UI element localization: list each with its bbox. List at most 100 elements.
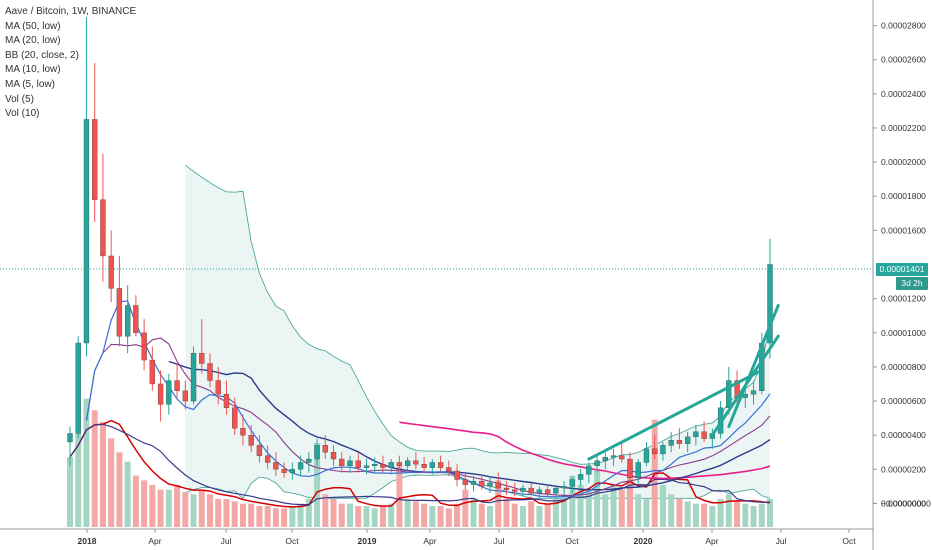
volume-bar — [207, 494, 213, 527]
candle-body — [701, 431, 707, 439]
price-tick-label: 0.00002800 — [881, 21, 926, 31]
time-tick-label: 2018 — [78, 536, 97, 546]
volume-bar — [379, 506, 386, 527]
candle-body — [347, 460, 353, 467]
volume-bar — [347, 503, 353, 527]
candle-body — [602, 457, 608, 461]
legend-ma10[interactable]: MA (10, low) — [5, 64, 61, 76]
volume-bar — [198, 489, 205, 527]
candle-body — [470, 481, 477, 485]
price-tick-label: 0.00000000 — [881, 498, 926, 508]
volume-bar — [215, 499, 222, 527]
volume-bar — [627, 466, 633, 527]
volume-bar — [396, 466, 403, 527]
volume-bar — [429, 506, 436, 527]
candle-body — [75, 342, 81, 434]
volume-bar — [363, 506, 370, 527]
volume-bar — [371, 508, 378, 527]
volume-bar — [330, 499, 337, 527]
volume-bar — [297, 503, 304, 527]
candle-body — [92, 119, 98, 200]
candle-body — [199, 353, 205, 364]
volume-bar — [231, 501, 238, 527]
time-tick-label: Oct — [842, 536, 856, 546]
volume-bars — [67, 398, 773, 527]
candle-body — [67, 433, 73, 443]
volume-bar — [561, 494, 568, 527]
time-axis[interactable]: 2018 Apr Jul Oct 2019 Apr Jul Oct 2020 Apr Jul Oct — [78, 529, 857, 546]
volume-bar — [643, 499, 650, 527]
volume-bar — [668, 494, 675, 527]
price-tick-label: −0.00000000 — [881, 498, 931, 508]
candle-body — [503, 487, 510, 490]
volume-bar — [264, 506, 271, 527]
candle-body — [264, 455, 271, 463]
candle-body — [512, 489, 518, 492]
legend-ma5[interactable]: MA (5, low) — [5, 78, 56, 90]
volume-bar — [470, 499, 477, 527]
candle-body — [404, 460, 411, 467]
price-tick-label: 0.00002400 — [881, 89, 926, 99]
ma50-line — [399, 421, 771, 480]
trendline — [587, 368, 764, 461]
legend-ma20[interactable]: MA (20, low) — [5, 35, 61, 47]
time-tick-label: Apr — [148, 536, 161, 546]
candles — [67, 17, 773, 499]
volume-bar — [412, 501, 419, 527]
vol5-line — [69, 419, 771, 508]
candle-body — [157, 383, 164, 405]
candle-body — [577, 474, 584, 480]
candle-body — [372, 464, 378, 467]
volume-bar — [536, 506, 543, 527]
time-tick-label: Apr — [705, 536, 718, 546]
price-tick-label: 0.00000800 — [881, 362, 926, 372]
legend-vol10[interactable]: Vol (10) — [5, 108, 40, 120]
candle-body — [289, 469, 296, 473]
candle-body — [586, 465, 592, 475]
indicator-legend[interactable]: Aave / Bitcoin, 1W, BINANCE MA (50, low)… — [5, 5, 136, 122]
volume-bar — [141, 480, 148, 527]
candle-body — [248, 434, 254, 446]
volume-bar — [157, 489, 164, 527]
candle-body — [314, 445, 320, 460]
candle-body — [273, 462, 279, 470]
price-tick-label: 0.00002600 — [881, 55, 926, 65]
legend-ma50[interactable]: MA (50, low) — [5, 20, 61, 32]
price-axis[interactable]: 0.00002800 0.00002600 0.00002400 0.00002200… — [873, 21, 931, 509]
volume-bar — [709, 506, 716, 527]
legend-bb[interactable]: BB (20, close, 2) — [5, 49, 79, 61]
candle-body — [339, 458, 345, 467]
volume-bar — [445, 508, 452, 527]
volume-bar — [314, 443, 321, 527]
candle-body — [297, 462, 304, 470]
volume-bar — [174, 485, 181, 527]
candle-body — [355, 460, 361, 468]
candle-body — [100, 199, 106, 257]
candle-body — [322, 445, 328, 453]
time-tick-label: 2020 — [634, 536, 653, 546]
volume-bar — [734, 501, 741, 527]
volume-bar — [454, 503, 461, 527]
vol10-line — [69, 423, 771, 506]
volume-bar — [388, 503, 395, 527]
volume-bar — [223, 499, 230, 527]
candle-body — [133, 305, 139, 333]
volume-bar — [659, 485, 666, 527]
volume-bar — [577, 485, 584, 527]
volume-bar — [478, 503, 485, 527]
price-tick-label: 0.00001600 — [881, 225, 926, 235]
volume-bar — [355, 506, 362, 527]
time-tick-label: Oct — [285, 536, 299, 546]
candle-body — [635, 462, 641, 478]
volume-bar — [190, 494, 197, 527]
volume-bar — [495, 480, 502, 527]
bb-upper-line — [185, 164, 771, 465]
volume-bar — [338, 503, 345, 527]
chart-title[interactable]: Aave / Bitcoin, 1W, BINANCE — [5, 6, 137, 17]
volume-bar — [692, 503, 699, 527]
price-tick-label: 0.00000200 — [881, 464, 926, 474]
price-tick-label: 0.00000600 — [881, 396, 926, 406]
legend-vol5[interactable]: Vol (5) — [5, 93, 34, 105]
